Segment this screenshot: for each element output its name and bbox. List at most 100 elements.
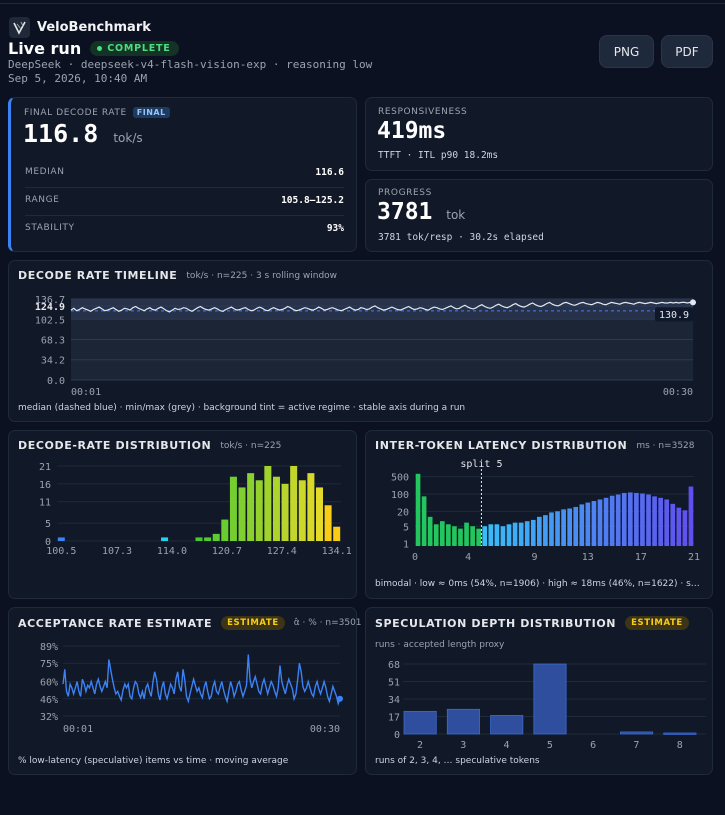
last-point [690,299,696,306]
histogram-bar [573,506,579,546]
histogram-bar [247,473,255,541]
histogram-bar [264,466,272,541]
x-tick-label: 00:30 [310,724,340,735]
histogram-bar [464,522,469,546]
range-row: RANGE 105.8–125.2 [25,195,344,206]
histogram-bar [229,476,237,541]
distribution-title-row: DECODE-RATE DISTRIBUTION tok/s · n=225 [18,439,281,452]
histogram-bar [591,501,597,546]
timeline-title: DECODE RATE TIMELINE [18,269,178,282]
x-tick-label: 00:01 [71,387,101,398]
page-title: Live run COMPLETE [8,39,179,58]
estimate-badge: ESTIMATE [625,616,689,630]
last-value-label: 130.9 [659,310,689,321]
y-tick-label: 17 [388,713,400,724]
histogram-bar [333,526,341,541]
histogram-bar [676,507,682,546]
progress-unit: tok [446,208,466,222]
x-tick-label: 127.4 [267,546,297,557]
y-tick-label: 100 [391,490,409,501]
y-tick-label: 102.5 [35,315,65,326]
median-value: 116.6 [315,167,344,178]
histogram-bar [524,521,530,546]
y-tick-label: 16 [39,480,51,491]
x-tick-label: 114.0 [157,546,187,557]
top-border [0,3,725,4]
y-tick-label: 75% [40,659,58,670]
y-tick-label: 124.9 [35,302,65,313]
progress-number: 3781 [377,199,433,225]
acceptance-rate-chart: 89% 75% 60% 46% 32% 00:01 00:30 [40,642,343,735]
y-tick-label: 68 [388,660,400,671]
y-tick-label: 34 [388,695,400,706]
y-tick-label: 1 [403,540,409,551]
x-tick-label: 00:30 [663,387,693,398]
histogram-bar [161,537,169,541]
responsiveness-label: RESPONSIVENESS [378,107,468,117]
speculation-title: SPECULATION DEPTH DISTRIBUTION [375,616,617,630]
histogram-bar [500,526,506,546]
depth-bar [403,710,437,735]
progress-value: 3781 tok [377,199,465,225]
x-tick-label: 00:01 [63,724,93,735]
range-value: 105.8–125.2 [281,195,344,206]
acceptance-title: ACCEPTANCE RATE ESTIMATE [18,616,213,630]
responsiveness-sub: TTFT · ITL p90 18.2ms [378,150,499,161]
speculation-sub: runs · accepted length proxy [375,640,505,650]
y-tick-label: 5 [403,522,409,533]
histogram-bar [664,499,670,546]
itl-title: INTER-TOKEN LATENCY DISTRIBUTION [375,439,628,452]
range-label: RANGE [25,195,60,205]
inter-token-latency-card: INTER-TOKEN LATENCY DISTRIBUTION ms · n=… [365,430,713,599]
y-tick-label: 0 [45,537,51,548]
histogram-bar [57,537,65,541]
progress-sub: 3781 tok/resp · 30.2s elapsed [378,232,544,243]
speculation-title-row: SPECULATION DEPTH DISTRIBUTION ESTIMATE [375,616,689,630]
acceptance-footnote: % low-latency (speculative) items vs tim… [18,756,289,766]
histogram-bar [494,524,500,546]
export-pdf-button[interactable]: PDF [661,35,713,68]
responsiveness-value: 419ms [377,118,447,144]
decode-rate-distribution-card: DECODE-RATE DISTRIBUTION tok/s · n=225 2… [8,430,357,599]
histogram-bar [512,522,518,546]
distribution-hint: tok/s · n=225 [220,440,282,451]
x-tick-label: 107.3 [102,546,132,557]
histogram-bar [627,492,633,546]
last-value-box [655,307,693,322]
x-tick-label: 5 [547,740,553,751]
status-badge: COMPLETE [90,41,179,56]
histogram-bar [427,516,433,546]
divider [25,215,344,216]
decode-rate-value: 116.8 tok/s [23,119,143,148]
histogram-bar [315,487,323,541]
histogram-bar [579,504,585,546]
x-tick-label: 8 [677,740,683,751]
depth-bar [620,731,654,735]
histogram-bar [272,476,280,541]
progress-card: PROGRESS 3781 tok 3781 tok/resp · 30.2s … [365,179,713,252]
timeline-hint: tok/s · n=225 · 3 s rolling window [186,270,338,281]
y-tick-label: 0 [394,730,400,741]
decode-rate-series-line [70,301,693,313]
histogram-bar [682,510,688,546]
speculation-depth-card: SPECULATION DEPTH DISTRIBUTION ESTIMATE … [365,607,713,775]
histogram-bar [212,533,220,541]
histogram-bar [221,519,229,541]
export-png-button[interactable]: PNG [599,35,654,68]
y-tick-label: 5 [45,519,51,530]
histogram-bar [470,526,475,546]
depth-bar [533,663,567,735]
y-tick-label: 46% [40,695,58,706]
histogram-bar [488,524,494,546]
histogram-bar [446,524,451,546]
timeline-footnote: median (dashed blue) · min/max (grey) · … [18,403,466,413]
histogram-bar [458,528,463,546]
decode-rate-label: FINAL DECODE RATE [24,107,127,118]
decode-rate-unit: tok/s [113,131,143,145]
progress-label: PROGRESS [378,188,432,198]
status-text: COMPLETE [107,43,171,54]
acceptance-rate-card: ACCEPTANCE RATE ESTIMATE ESTIMATE α̂ · %… [8,607,362,775]
x-tick-label: 120.7 [212,546,242,557]
